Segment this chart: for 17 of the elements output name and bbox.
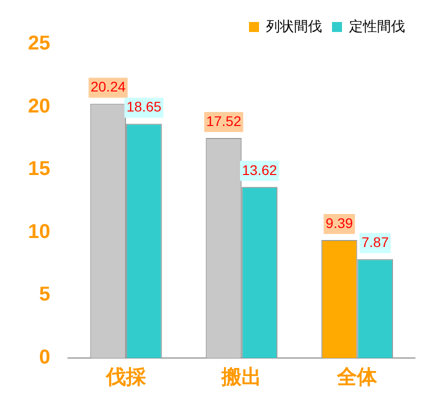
x-tick-label: 伐採 <box>105 366 148 389</box>
y-tick-label: 10 <box>28 220 50 243</box>
y-tick-label: 15 <box>28 158 50 180</box>
data-label: 7.87 <box>362 234 389 250</box>
y-tick-label: 5 <box>39 284 50 306</box>
x-tick-label: 全体 <box>336 366 378 389</box>
y-tick-label: 0 <box>39 346 50 369</box>
x-tick-label: 搬出 <box>220 366 262 389</box>
legend-label: 列状間伐 <box>266 18 322 34</box>
data-label: 13.62 <box>242 162 278 178</box>
data-label: 18.65 <box>126 98 162 115</box>
legend-label: 定性間伐 <box>349 18 405 34</box>
y-tick-label: 20 <box>28 95 50 118</box>
y-tick-label: 25 <box>28 32 50 55</box>
data-label: 20.24 <box>90 78 126 95</box>
data-label: 17.52 <box>206 112 242 129</box>
data-label: 9.39 <box>326 214 354 231</box>
